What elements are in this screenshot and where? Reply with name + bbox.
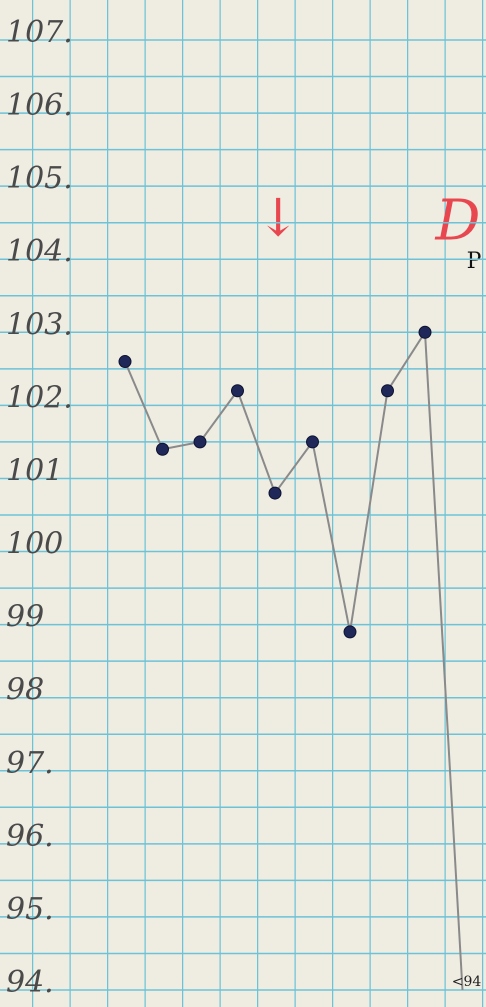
y-tick-label: 98	[6, 673, 44, 708]
y-tick-label: 96.	[6, 819, 54, 854]
annotation-d: D	[435, 189, 481, 254]
data-point	[343, 625, 357, 639]
data-point	[156, 442, 169, 456]
y-tick-label: 103.	[6, 307, 73, 342]
y-tick-label: 97.	[6, 746, 54, 781]
y-tick-label: 107.	[6, 15, 73, 50]
y-tick-label: 99	[6, 600, 44, 635]
y-tick-label: 106.	[6, 88, 73, 123]
y-tick-label: 101	[6, 453, 63, 488]
y-tick-label: 95.	[6, 892, 54, 927]
y-tick-label: 102.	[6, 380, 73, 415]
data-point	[118, 355, 132, 369]
y-tick-label: 94.	[6, 965, 54, 1000]
data-point	[418, 325, 432, 339]
annotation-p: P	[467, 249, 482, 274]
y-tick-label: 100	[6, 527, 63, 562]
data-point	[306, 435, 319, 449]
data-line	[124, 329, 464, 991]
data-point	[231, 384, 244, 398]
data-point	[268, 486, 282, 500]
y-tick-label: 104.	[6, 234, 73, 269]
value-label: <94	[452, 974, 482, 990]
data-point	[193, 435, 207, 449]
y-tick-label: 105.	[6, 161, 73, 196]
data-point	[381, 384, 394, 398]
annotation-arrow: ↓	[256, 189, 300, 249]
